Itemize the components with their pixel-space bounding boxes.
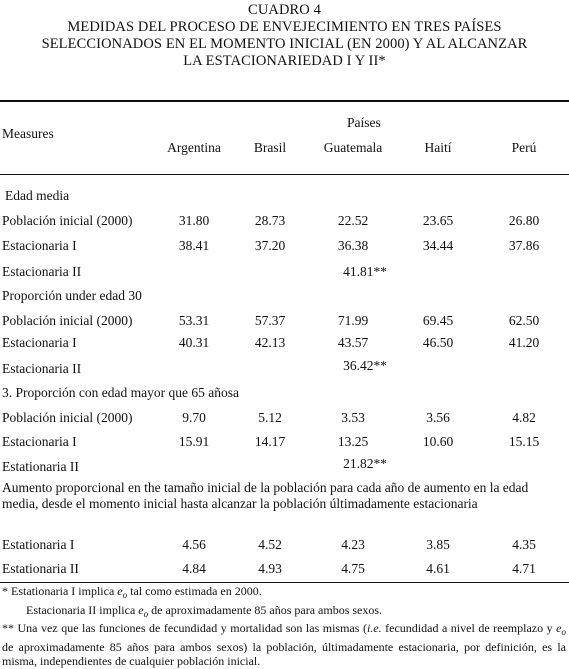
section-heading: Aumento proporcional en the tamaño inici… xyxy=(2,480,529,511)
country-header-brasil: Brasil xyxy=(253,140,287,155)
table-cell: 4.84 xyxy=(182,561,206,576)
table-cell: 71.99 xyxy=(337,313,369,328)
table-cell: 13.25 xyxy=(337,434,369,449)
table-cell: 4.56 xyxy=(182,537,206,552)
table-title: CUADRO 4 MEDIDAS DEL PROCESO DE ENVEJECI… xyxy=(0,0,569,70)
footnote-symbol: e xyxy=(556,621,562,635)
footnotes: * Estationaria I implica eo tal como est… xyxy=(2,584,566,669)
table-cell: 37.20 xyxy=(254,238,286,253)
footnote-text: Estacionaria II implica xyxy=(26,602,139,617)
title-line-3: SELECCIONADOS EN EL MOMENTO INICIAL (EN … xyxy=(41,36,528,52)
table-cell: 41.81** xyxy=(343,264,387,279)
footnote-3: ** Una vez que las funciones de fecundid… xyxy=(2,621,566,669)
row-label: Población inicial (2000) xyxy=(2,313,133,328)
table-cell: 21.82** xyxy=(343,456,387,471)
title-line-2: MEDIDAS DEL PROCESO DE ENVEJECIMIENTO EN… xyxy=(67,19,502,35)
table-cell: 38.41 xyxy=(178,238,210,253)
row-label: Estacionaria II xyxy=(2,361,82,376)
section-heading: Edad media xyxy=(5,188,70,203)
row-label: Población inicial (2000) xyxy=(2,213,133,228)
table-cell: 36.42** xyxy=(343,358,387,373)
table-cell: 53.31 xyxy=(178,313,210,328)
table-cell: 62.50 xyxy=(508,313,540,328)
table-cell: 4.52 xyxy=(258,537,282,552)
country-header-peru: Perú xyxy=(511,140,537,155)
footnote-symbol: e xyxy=(138,602,144,617)
title-line-4: LA ESTACIONARIEDAD I Y II* xyxy=(183,53,386,69)
table-cell: 4.75 xyxy=(341,561,365,576)
footnote-ie: i.e. xyxy=(366,621,382,635)
table-cell: 37.86 xyxy=(508,238,540,253)
title-line-1: CUADRO 4 xyxy=(248,2,321,18)
table-cell: 3.85 xyxy=(426,537,450,552)
table-cell: 36.38 xyxy=(337,238,369,253)
table-cell: 15.91 xyxy=(178,434,210,449)
table-cell: 4.82 xyxy=(512,410,536,425)
table-cell: 3.53 xyxy=(341,410,365,425)
table-cell: 28.73 xyxy=(254,213,286,228)
table-cell: 41.20 xyxy=(508,335,540,350)
measures-header: Measures xyxy=(2,126,54,141)
paises-header: Países xyxy=(347,115,381,130)
table-cell: 46.50 xyxy=(422,335,454,350)
country-header-argentina: Argentina xyxy=(167,140,221,155)
table-cell: 31.80 xyxy=(178,213,210,228)
footnote-text: ** Una vez que las funciones de fecundid… xyxy=(2,621,367,635)
table-cell: 57.37 xyxy=(254,313,286,328)
table-cell: 40.31 xyxy=(178,335,210,350)
table-cell: 4.23 xyxy=(341,537,365,552)
footnote-text: de aproximadamente 85 años para ambos se… xyxy=(2,639,566,669)
table-cell: 23.65 xyxy=(422,213,454,228)
table-cell: 42.13 xyxy=(254,335,286,350)
country-header-haiti: Haití xyxy=(424,140,452,155)
country-header-guatemala: Guatemala xyxy=(323,140,383,155)
row-label: Estacionaria II xyxy=(2,264,82,279)
footnote-text: de aproximadamente 85 años para ambos se… xyxy=(148,602,383,617)
table-cell: 4.71 xyxy=(512,561,536,576)
footnote-1: * Estationaria I implica eo tal como est… xyxy=(2,584,566,603)
table-cell: 22.52 xyxy=(337,213,369,228)
table-cell: 69.45 xyxy=(422,313,454,328)
table-cell: 4.93 xyxy=(258,561,282,576)
footnote-symbol: e xyxy=(117,584,123,598)
footnote-subscript: o xyxy=(561,627,567,637)
top-rule xyxy=(0,100,569,102)
table-cell: 43.57 xyxy=(337,335,369,350)
row-label: Estationaria II xyxy=(2,459,79,474)
table-cell: 15.15 xyxy=(508,434,540,449)
row-label: Estacionaria I xyxy=(2,434,77,449)
table-cell: 3.56 xyxy=(426,410,450,425)
row-label: Estationaria II xyxy=(2,561,79,576)
footnote-subscript: o xyxy=(143,608,149,619)
table-cell: 4.35 xyxy=(512,537,536,552)
table-cell: 10.60 xyxy=(422,434,454,449)
table-cell: 5.12 xyxy=(258,410,282,425)
row-label: Estationaria I xyxy=(2,537,75,552)
section-heading: Proporción under edad 30 xyxy=(2,288,142,303)
table-cell: 26.80 xyxy=(508,213,540,228)
table-cell: 34.44 xyxy=(422,238,454,253)
table-cell: 14.17 xyxy=(254,434,286,449)
footnote-text: * Estationaria I implica xyxy=(2,584,118,598)
footnote-text: fecundidad a nivel de reemplazo y xyxy=(381,621,557,635)
footnote-subscript: o xyxy=(122,590,128,600)
row-label: Estacionaria I xyxy=(2,335,77,350)
footnote-text: tal como estimada en 2000. xyxy=(127,584,262,598)
table-cell: 4.61 xyxy=(426,561,450,576)
section-heading: 3. Proporción con edad mayor que 65 años… xyxy=(2,385,239,400)
footnote-2: Estacionaria II implica eo de aproximada… xyxy=(2,603,566,622)
header-rule xyxy=(0,174,569,175)
table-cell: 9.70 xyxy=(182,410,206,425)
row-label: Población inicial (2000) xyxy=(2,410,133,425)
bottom-rule xyxy=(0,582,569,583)
row-label: Estacionaria I xyxy=(2,238,77,253)
